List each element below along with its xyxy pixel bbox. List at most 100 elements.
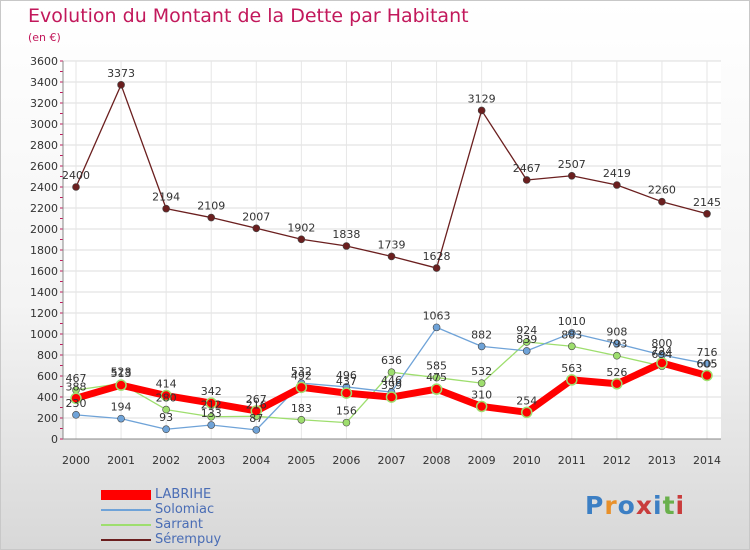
data-label: 194: [111, 401, 132, 414]
data-point: [477, 106, 486, 115]
data-point: [297, 415, 306, 424]
data-label: 2419: [603, 167, 631, 180]
y-tick-label: 1400: [30, 286, 58, 299]
data-label: 1902: [287, 221, 315, 234]
proxiti-logo: Proxiti: [585, 491, 686, 520]
x-tick-label: 2001: [107, 454, 135, 467]
data-point: [162, 204, 170, 213]
data-label: 636: [381, 354, 402, 367]
data-label: 212: [201, 399, 222, 412]
data-point: [117, 81, 125, 89]
data-label: 1739: [378, 238, 406, 251]
data-point: [387, 368, 396, 377]
data-point: [567, 171, 576, 180]
data-label: 1063: [423, 309, 451, 322]
data-label: 924: [516, 324, 537, 337]
data-point: [477, 379, 486, 387]
data-label: 532: [291, 365, 312, 378]
data-point: [520, 406, 533, 419]
data-point: [252, 426, 261, 434]
data-label: 216: [246, 398, 267, 411]
legend-label: LABRIHE: [155, 487, 212, 502]
data-label: 1010: [558, 315, 586, 328]
legend-swatch: [101, 538, 151, 541]
data-point: [387, 252, 396, 261]
data-point: [162, 425, 170, 434]
data-point: [250, 405, 263, 417]
data-point: [613, 351, 621, 360]
data-label: 399: [381, 379, 402, 392]
data-label: 342: [201, 385, 222, 398]
data-point: [432, 264, 441, 272]
data-point: [656, 357, 668, 369]
data-point: [613, 181, 621, 189]
y-tick-label: 2000: [30, 223, 58, 236]
x-tick-label: 2002: [152, 454, 180, 467]
data-label: 496: [336, 369, 357, 382]
data-label: 267: [246, 393, 267, 406]
legend: LABRIHE Solomiac Sarrant Sérempuy: [101, 487, 221, 547]
y-tick-label: 600: [37, 370, 58, 383]
y-tick-label: 2600: [30, 160, 58, 173]
data-label: 1628: [423, 250, 451, 263]
data-point: [342, 242, 351, 250]
data-label: 793: [606, 338, 627, 351]
data-label: 230: [66, 397, 87, 410]
y-tick-label: 400: [37, 391, 58, 404]
x-tick-label: 2008: [423, 454, 451, 467]
data-point: [567, 342, 576, 351]
data-label: 2507: [558, 158, 586, 171]
legend-item-sarrant: Sarrant: [101, 517, 221, 532]
data-label: 532: [471, 365, 492, 378]
y-tick-label: 1600: [30, 265, 58, 278]
data-point: [342, 418, 351, 427]
y-tick-label: 3600: [30, 55, 58, 68]
data-point: [207, 213, 216, 222]
y-tick-label: 1000: [30, 328, 58, 341]
data-label: 694: [651, 348, 672, 361]
y-tick-label: 0: [51, 433, 58, 446]
data-point: [522, 176, 531, 184]
data-label: 2194: [152, 191, 180, 204]
x-tick-label: 2010: [513, 454, 541, 467]
data-point: [522, 338, 531, 346]
data-label: 526: [606, 366, 627, 379]
data-point: [611, 378, 623, 390]
data-label: 2260: [648, 184, 676, 197]
data-point: [205, 397, 217, 409]
x-tick-label: 2014: [693, 454, 721, 467]
x-tick-label: 2006: [332, 454, 360, 467]
data-label: 716: [697, 346, 718, 359]
data-point: [385, 391, 398, 403]
data-point: [567, 329, 576, 337]
data-label: 882: [471, 328, 492, 341]
x-tick-label: 2011: [558, 454, 586, 467]
data-point: [70, 392, 82, 405]
data-label: 93: [159, 411, 173, 424]
legend-label: Sérempuy: [155, 532, 222, 547]
data-point: [117, 414, 125, 423]
legend-item-labrihe: LABRIHE: [101, 487, 221, 502]
data-label: 280: [156, 392, 177, 405]
x-tick-label: 2012: [603, 454, 631, 467]
data-label: 800: [651, 337, 672, 350]
data-point: [432, 323, 441, 332]
data-label: 183: [291, 402, 312, 415]
data-label: 475: [426, 371, 447, 384]
y-tick-label: 3400: [30, 76, 58, 89]
data-label: 133: [201, 407, 222, 420]
data-label: 388: [66, 380, 87, 393]
legend-item-serempuy: Sérempuy: [101, 532, 221, 547]
data-label: 310: [471, 388, 492, 401]
data-label: 724: [651, 345, 672, 358]
data-label: 908: [606, 326, 627, 339]
data-label: 446: [381, 374, 402, 387]
x-tick-label: 2004: [242, 454, 270, 467]
data-label: 605: [697, 357, 718, 370]
data-label: 467: [66, 372, 87, 385]
y-tick-label: 200: [37, 412, 58, 425]
data-point: [252, 224, 261, 233]
data-label: 254: [516, 394, 537, 407]
legend-swatch: [101, 508, 151, 511]
data-point: [162, 405, 170, 414]
